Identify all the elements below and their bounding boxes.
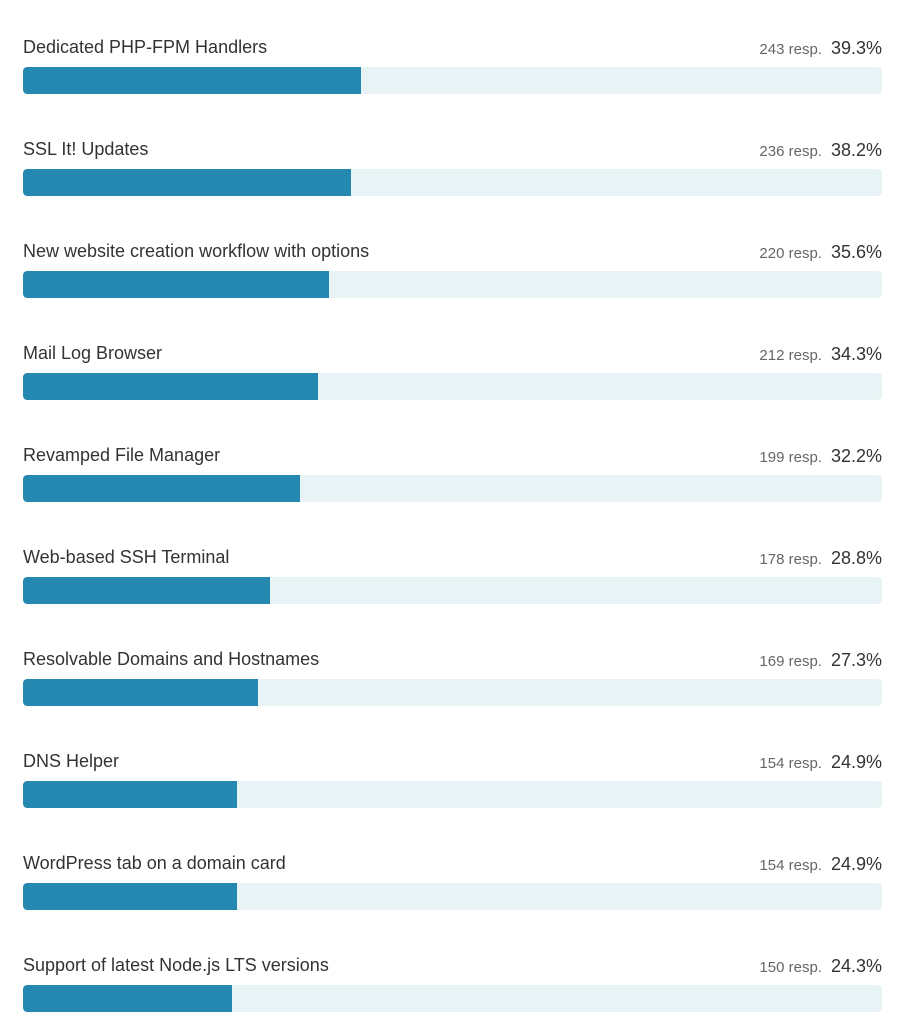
- option-label: SSL It! Updates: [23, 139, 149, 159]
- response-count: 243 resp.: [759, 41, 822, 58]
- progress-track: [23, 577, 882, 604]
- percentage-value: 24.9%: [830, 752, 882, 772]
- progress-track: [23, 373, 882, 400]
- result-row: Mail Log Browser 212 resp. 34.3%: [23, 317, 882, 411]
- percentage-value: 35.6%: [830, 242, 882, 262]
- progress-track: [23, 883, 882, 910]
- progress-fill: [23, 169, 351, 196]
- percentage-value: 24.9%: [830, 854, 882, 874]
- progress-fill: [23, 985, 232, 1012]
- option-label: New website creation workflow with optio…: [23, 241, 370, 261]
- response-count: 150 resp.: [759, 959, 822, 976]
- result-row: WordPress tab on a domain card 154 resp. 2…: [23, 827, 882, 921]
- option-label: Resolvable Domains and Hostnames: [23, 649, 320, 669]
- option-stats: 154 resp. 24.9%: [759, 854, 882, 875]
- option-label: Support of latest Node.js LTS versions: [23, 955, 329, 975]
- result-row: DNS Helper 154 resp. 24.9%: [23, 725, 882, 819]
- progress-track: [23, 271, 882, 298]
- progress-fill: [23, 679, 258, 706]
- progress-fill: [23, 883, 237, 910]
- percentage-value: 34.3%: [830, 344, 882, 364]
- option-label: DNS Helper: [23, 751, 120, 771]
- result-row: New website creation workflow with optio…: [23, 215, 882, 309]
- progress-fill: [23, 475, 300, 502]
- option-stats: 220 resp. 35.6%: [759, 242, 882, 263]
- progress-fill: [23, 781, 237, 808]
- progress-track: [23, 679, 882, 706]
- result-row: Revamped File Manager 199 resp. 32.2%: [23, 419, 882, 513]
- percentage-value: 38.2%: [830, 140, 882, 160]
- progress-track: [23, 781, 882, 808]
- percentage-value: 27.3%: [830, 650, 882, 670]
- percentage-value: 32.2%: [830, 446, 882, 466]
- result-row: Web-based SSH Terminal 178 resp. 28.8%: [23, 521, 882, 615]
- percentage-value: 39.3%: [830, 38, 882, 58]
- progress-track: [23, 169, 882, 196]
- response-count: 220 resp.: [759, 245, 822, 262]
- progress-track: [23, 67, 882, 94]
- option-stats: 243 resp. 39.3%: [759, 38, 882, 59]
- option-label: WordPress tab on a domain card: [23, 853, 286, 873]
- option-label: Dedicated PHP-FPM Handlers: [23, 37, 268, 57]
- response-count: 236 resp.: [759, 143, 822, 160]
- progress-fill: [23, 67, 361, 94]
- option-stats: 154 resp. 24.9%: [759, 752, 882, 773]
- option-stats: 169 resp. 27.3%: [759, 650, 882, 671]
- response-count: 154 resp.: [759, 755, 822, 772]
- option-stats: 199 resp. 32.2%: [759, 446, 882, 467]
- option-stats: 150 resp. 24.3%: [759, 956, 882, 977]
- progress-fill: [23, 577, 270, 604]
- result-row: Support of latest Node.js LTS versions 15…: [23, 929, 882, 1023]
- option-stats: 178 resp. 28.8%: [759, 548, 882, 569]
- option-label: Revamped File Manager: [23, 445, 221, 465]
- result-row: Dedicated PHP-FPM Handlers 243 resp. 39.3%: [23, 11, 882, 105]
- response-count: 178 resp.: [759, 551, 822, 568]
- percentage-value: 28.8%: [830, 548, 882, 568]
- progress-fill: [23, 373, 318, 400]
- progress-track: [23, 985, 882, 1012]
- response-count: 169 resp.: [759, 653, 822, 670]
- option-stats: 212 resp. 34.3%: [759, 344, 882, 365]
- option-label: Web-based SSH Terminal: [23, 547, 230, 567]
- option-label: Mail Log Browser: [23, 343, 163, 363]
- progress-track: [23, 475, 882, 502]
- response-count: 199 resp.: [759, 449, 822, 466]
- result-row: Resolvable Domains and Hostnames 169 resp…: [23, 623, 882, 717]
- progress-fill: [23, 271, 329, 298]
- response-count: 154 resp.: [759, 857, 822, 874]
- response-count: 212 resp.: [759, 347, 822, 364]
- result-row: SSL It! Updates 236 resp. 38.2%: [23, 113, 882, 207]
- percentage-value: 24.3%: [830, 956, 882, 976]
- option-stats: 236 resp. 38.2%: [759, 140, 882, 161]
